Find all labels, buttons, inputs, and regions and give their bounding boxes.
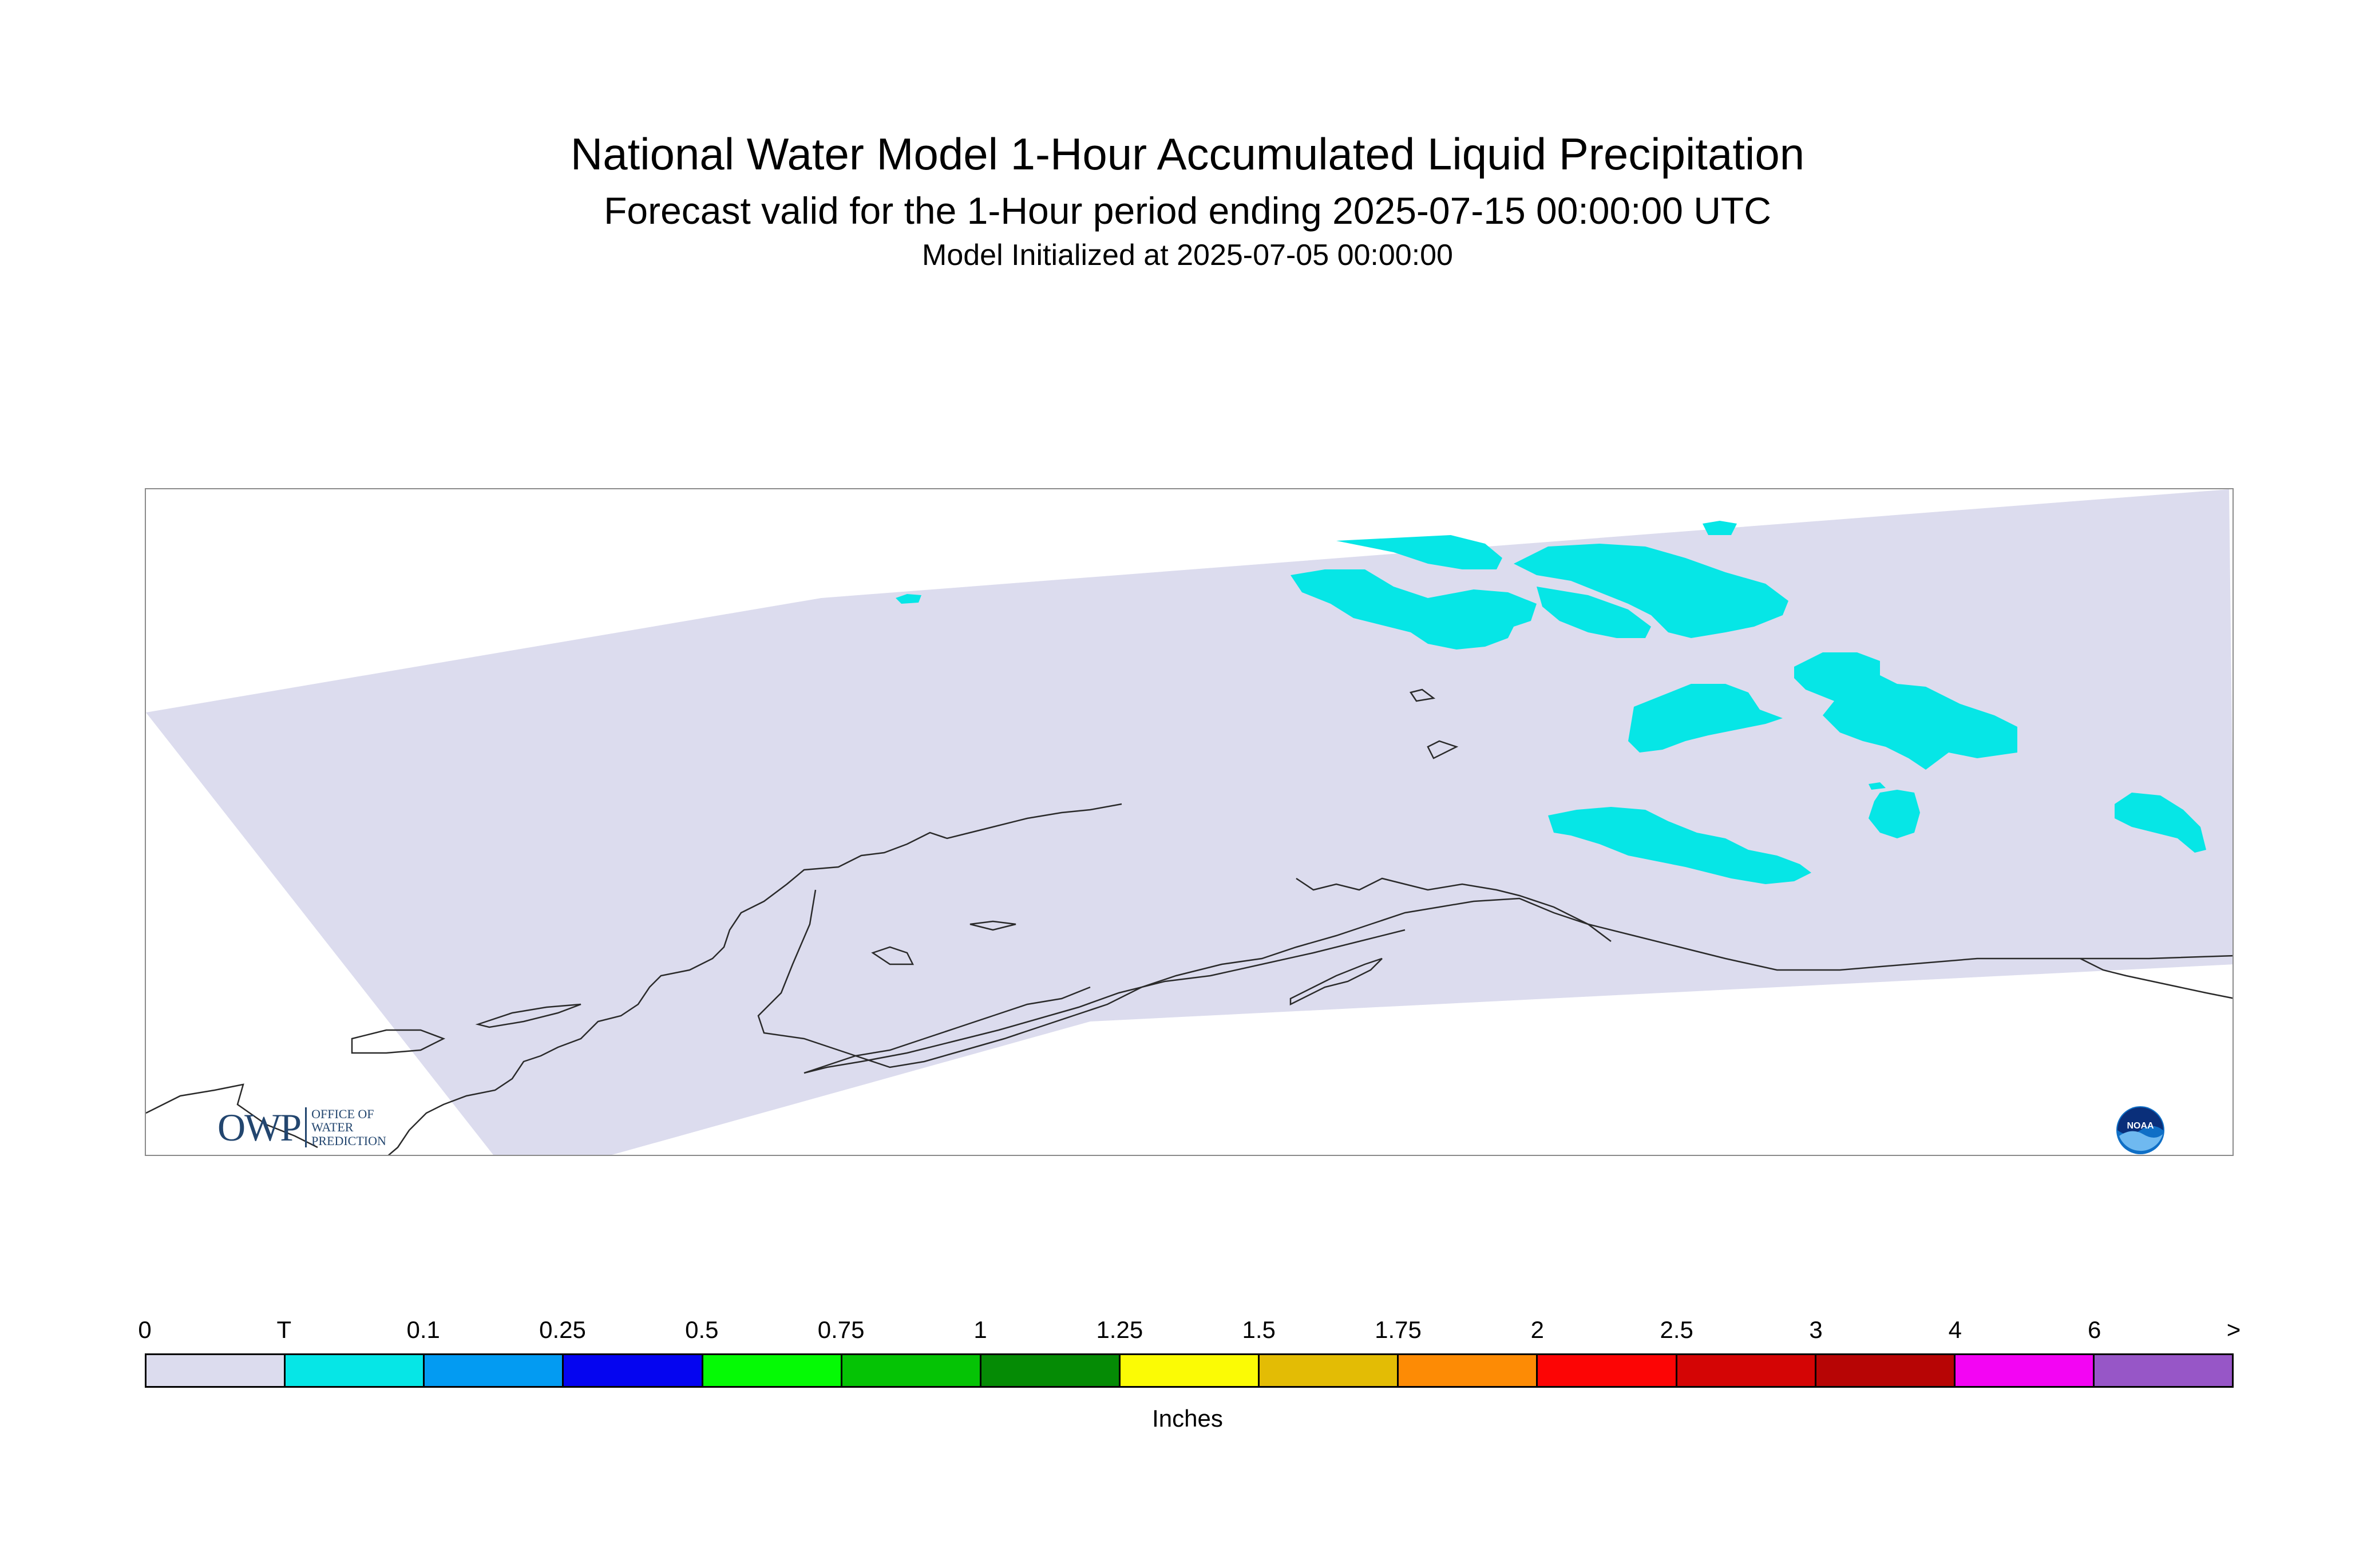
legend-tick-label: 0.1 (406, 1316, 440, 1343)
owp-logo-line-2: WATER (311, 1120, 354, 1135)
legend-tick-label: 4 (1948, 1316, 1962, 1343)
precip-area-middle-2 (1794, 652, 2017, 770)
legend-swatch (564, 1355, 703, 1386)
precip-area-south-3 (1869, 782, 1886, 790)
legend-swatch (147, 1355, 286, 1386)
legend-units-label: Inches (1152, 1405, 1223, 1432)
coastlines (146, 688, 2232, 1155)
legend-swatch (1816, 1355, 1956, 1386)
precip-area-small-1 (1703, 521, 1737, 535)
legend-swatch (1677, 1355, 1816, 1386)
map-subtitle: Forecast valid for the 1-Hour period end… (604, 189, 1771, 232)
island-ne-1 (1409, 688, 1436, 702)
legend-colorbar (145, 1353, 2234, 1388)
owp-logo-subtext: OFFICE OF WATER PREDICTION (305, 1107, 386, 1147)
precip-area-north-1 (1336, 535, 1502, 569)
model-init-line: Model Initialized at 2025-07-05 00:00:00 (922, 239, 1453, 272)
legend-tick-label: T (276, 1316, 292, 1343)
precip-area-south-1 (1548, 807, 1811, 884)
island-ne-2 (1427, 740, 1459, 759)
island-saint-matthew (969, 920, 1016, 931)
legend-swatch (1260, 1355, 1399, 1386)
legend-tick-label: 0.5 (685, 1316, 719, 1343)
legend-tick-label: 1.5 (1242, 1316, 1276, 1343)
precip-area-north-4 (1537, 587, 1651, 638)
legend-swatch (425, 1355, 564, 1386)
precip-area-east (2115, 793, 2206, 853)
owp-logo-wordmark: OWP (217, 1106, 302, 1149)
coastline-peninsula (803, 929, 1406, 1074)
precip-area-south-2 (1869, 790, 1920, 838)
legend-swatch (286, 1355, 425, 1386)
legend-swatch (1399, 1355, 1538, 1386)
coastline-chukotka (146, 1083, 318, 1149)
coastline-alaska-range (1296, 877, 1612, 942)
legend-tick-label: > (2226, 1316, 2241, 1343)
precip-area-north-2 (1291, 569, 1537, 650)
legend-tick-label: 2 (1530, 1316, 1545, 1343)
precip-area-small-2 (896, 594, 921, 604)
precipitation-map (146, 489, 2232, 1155)
noaa-logo: NOAA (2116, 1106, 2164, 1154)
legend-swatch (703, 1355, 842, 1386)
legend-tick-label: 1.75 (1375, 1316, 1422, 1343)
color-legend: 0 T 0.1 0.25 0.5 0.75 1 1.25 1.5 1.75 2 2.5 3 4 6 > (138, 1316, 2241, 1388)
precip-area-middle-1 (1628, 684, 1783, 753)
owp-logo-line-1: OFFICE OF (311, 1107, 374, 1122)
coastline-east (2080, 957, 2232, 999)
coastline-south (757, 889, 2232, 1068)
map-panel: OWP OFFICE OF WATER PREDICTION NOAA (145, 488, 2234, 1156)
legend-swatch (1538, 1355, 1677, 1386)
map-title: National Water Model 1-Hour Accumulated … (570, 129, 1805, 179)
legend-tick-label: 1.25 (1096, 1316, 1143, 1343)
legend-tick-label: 0.25 (539, 1316, 586, 1343)
owp-logo: OWP OFFICE OF WATER PREDICTION (217, 1104, 386, 1150)
legend-tick-label: 2.5 (1660, 1316, 1693, 1343)
legend-swatch (2094, 1355, 2232, 1386)
legend-swatch (1120, 1355, 1260, 1386)
owp-logo-line-3: PREDICTION (311, 1133, 386, 1148)
legend-swatch (981, 1355, 1121, 1386)
legend-tick-label: 3 (1809, 1316, 1823, 1343)
legend-swatch (1955, 1355, 2095, 1386)
noaa-logo-text: NOAA (2127, 1121, 2154, 1131)
model-domain-area (146, 489, 2232, 1155)
legend-tick-label: 6 (2087, 1316, 2101, 1343)
coastline-kodiak (1289, 957, 1383, 1006)
coastline-mainland (387, 803, 1122, 1155)
legend-swatch (842, 1355, 981, 1386)
legend-tick-label: 1 (973, 1316, 987, 1343)
precip-regions (896, 521, 2206, 884)
island-st-lawrence (475, 1003, 581, 1028)
island-nunivak (871, 946, 915, 965)
coastline-west-bay (351, 1029, 446, 1054)
precip-area-north-3 (1514, 544, 1788, 638)
legend-tick-label: 0 (138, 1316, 152, 1343)
legend-tick-label: 0.75 (817, 1316, 865, 1343)
